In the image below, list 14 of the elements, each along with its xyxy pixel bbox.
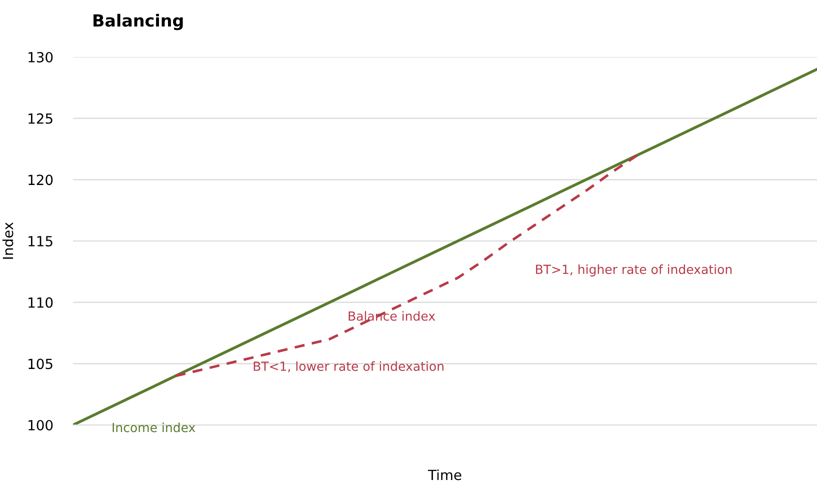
y-tick-label: 115: [28, 236, 52, 246]
y-tick-label: 125: [28, 113, 52, 124]
y-axis-title: Index: [2, 222, 14, 259]
x-axis-title: Time: [428, 469, 462, 480]
y-tick-label: 120: [28, 174, 53, 186]
y-tick-label: 105: [28, 358, 52, 370]
y-tick-label: 110: [28, 297, 53, 308]
annotation: BT<1, lower rate of indexation: [254, 361, 444, 372]
series-label: Income index: [112, 422, 196, 432]
y-tick-label: 130: [28, 52, 53, 62]
series-label: Balance index: [348, 311, 436, 321]
annotation: BT>1, higher rate of indexation: [536, 264, 732, 276]
chart-title: Balancing: [94, 14, 183, 30]
y-tick-label: 100: [28, 420, 53, 430]
